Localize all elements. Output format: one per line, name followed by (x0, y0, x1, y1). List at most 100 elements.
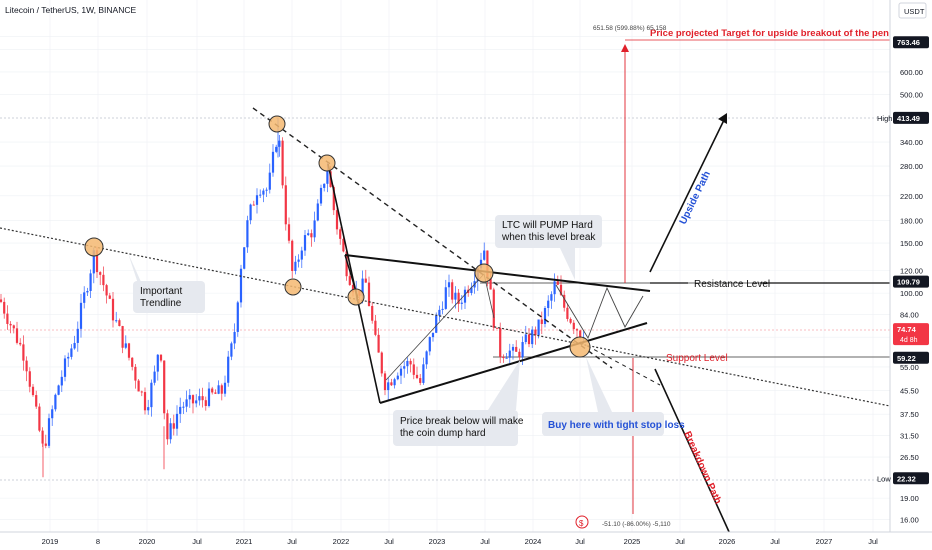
candle-body (425, 351, 428, 365)
measure-down-icon: $ (575, 515, 589, 529)
candle-body (79, 302, 83, 329)
currency-button[interactable]: USDT (898, 2, 927, 19)
resistance-level-label: Resistance Level (694, 279, 770, 290)
price-tick-label: 16.00 (900, 515, 919, 524)
projected-zigzag (555, 284, 644, 340)
candlestick-series (0, 118, 585, 478)
price-axis[interactable]: 600.00 500.00 340.00 280.00 220.00 180.00 150.… (889, 0, 932, 532)
breakdown-path-line (654, 368, 731, 535)
candle-body (300, 250, 303, 260)
candle-body (60, 376, 63, 386)
candle-body (182, 406, 185, 408)
candle-body (172, 423, 175, 429)
candle-body (579, 330, 582, 338)
candle-body (393, 379, 396, 386)
candle-body (140, 391, 143, 393)
candle-body (483, 250, 486, 260)
callout-line: the coin dump hard (400, 428, 486, 439)
candle-body (342, 238, 345, 252)
candle-body (105, 285, 108, 296)
candle-body (188, 395, 191, 400)
candle-body (444, 287, 447, 309)
candle-body (9, 323, 12, 326)
upside-path-arrowhead (718, 113, 727, 124)
candle-body (460, 302, 463, 304)
candle-body (153, 371, 156, 383)
candle-body (406, 360, 409, 367)
candle-body (166, 413, 169, 440)
candle-body (6, 313, 9, 324)
candle-body (147, 407, 150, 411)
candle-body (521, 342, 524, 358)
time-tick-label: 8 (96, 537, 100, 546)
candle-body (335, 210, 339, 230)
time-tick-label: Jul (384, 537, 394, 546)
candle-body (211, 388, 214, 393)
candle-body (319, 187, 323, 204)
candle-body (265, 189, 268, 191)
pivot-marker (569, 336, 591, 358)
callout-line: Important (140, 286, 182, 297)
time-axis[interactable]: 2019 8 2020 Jul 2021 Jul 2022 Jul 2023 Jul 2024 Jul… (0, 531, 932, 550)
candle-body (207, 388, 211, 406)
pivot-markers (84, 115, 591, 358)
candle-body (255, 195, 259, 205)
pivot-marker (268, 115, 286, 133)
candle-body (227, 356, 230, 383)
price-tag-label: 74.74 (897, 325, 917, 334)
candle-body (428, 337, 431, 352)
candle-body (95, 250, 99, 273)
candle-body (131, 357, 134, 367)
time-tick-label: 2020 (139, 537, 156, 546)
candle-body (159, 354, 163, 361)
candle-body (339, 229, 342, 239)
candle-body (275, 146, 278, 152)
price-tick-label: 37.50 (900, 410, 919, 419)
important-trendline (0, 227, 901, 409)
candle-body (412, 364, 415, 375)
candle-body (572, 322, 575, 330)
pivot-marker (474, 263, 494, 283)
candle-body (63, 358, 67, 377)
candle-body (569, 318, 572, 323)
time-tick-label: Jul (192, 537, 202, 546)
candle-body (553, 281, 556, 295)
candle-body (566, 307, 569, 319)
callout-line: LTC will PUMP Hard (502, 220, 593, 231)
candle-body (278, 140, 281, 147)
candle-body (70, 348, 73, 357)
candle-body (214, 392, 217, 394)
candle-body (351, 284, 355, 293)
candle-body (156, 354, 159, 372)
callout-buy: Buy here with tight stop loss (542, 357, 685, 436)
price-tick-label: 150.00 (900, 239, 923, 248)
candle-body (345, 251, 348, 277)
candle-body (371, 305, 374, 321)
candle-body (246, 220, 249, 248)
candle-body (47, 418, 51, 446)
candle-body (92, 250, 95, 274)
candle-body (262, 190, 265, 195)
pivot-marker (84, 237, 104, 257)
candle-body (332, 187, 335, 211)
callout-pump-text: LTC will PUMP Hard when this level break (501, 220, 596, 243)
candle-body (364, 278, 367, 283)
candle-body (310, 233, 313, 238)
candle-body (505, 357, 508, 359)
candle-body (185, 399, 188, 407)
candle-body (230, 343, 233, 357)
candle-body (201, 396, 204, 401)
pivot-marker (284, 278, 302, 296)
candle-body (377, 334, 380, 353)
price-tick-label: 84.00 (900, 311, 919, 320)
candle-body (15, 328, 19, 343)
time-tick-label: Jul (575, 537, 585, 546)
time-tick-label: Jul (480, 537, 490, 546)
candle-body (294, 261, 297, 271)
candle-body (291, 240, 294, 271)
candle-body (89, 273, 92, 291)
candle-body (124, 343, 127, 348)
candle-body (102, 274, 105, 286)
